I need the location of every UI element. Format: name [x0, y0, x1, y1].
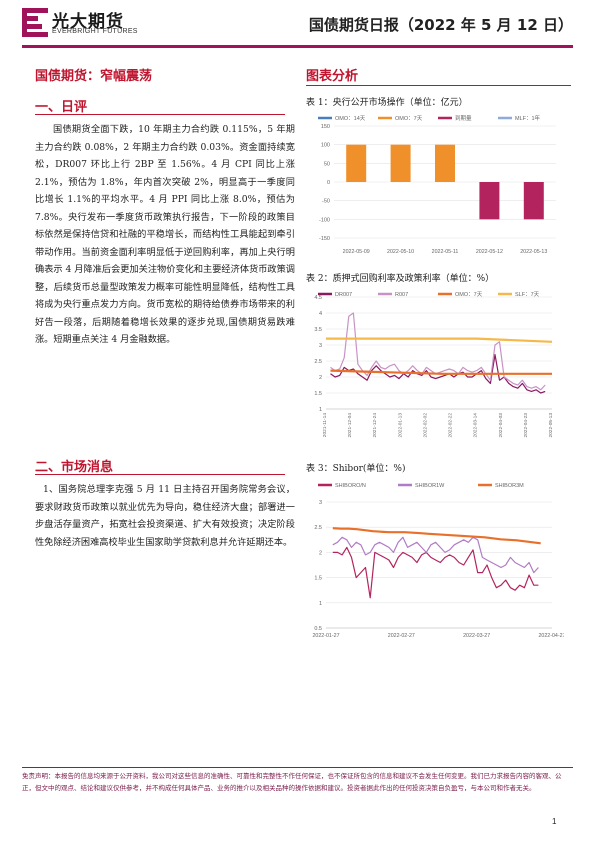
section-divider [35, 474, 285, 475]
series-line [326, 337, 553, 343]
section-divider [306, 85, 571, 86]
y-tick-label: 0.5 [314, 626, 322, 632]
page-number: 1 [552, 817, 557, 826]
y-tick-label: 100 [321, 143, 330, 149]
y-tick-label: 3 [319, 343, 322, 349]
series-line [330, 353, 546, 394]
x-tick-label: 2021-12-24 [372, 413, 378, 438]
x-tick-label: 2022-03-14 [473, 413, 479, 438]
legend-label: SLF：7天 [515, 291, 540, 298]
legend-label: OMO：7天 [455, 291, 483, 298]
legend-label: OMO：14天 [335, 115, 366, 122]
y-tick-label: -100 [319, 217, 330, 223]
legend-label: SHIBOR3M [495, 483, 524, 489]
x-tick-label: 2022-03-27 [463, 633, 490, 639]
legend-label: R007 [395, 292, 408, 298]
chart3-caption: 表 3：Shibor(单位：%) [306, 464, 406, 474]
chart2-caption: 表 2：质押式回购利率及政策利率（单位：%） [306, 274, 495, 284]
report-title: 国债期货日报（2022 年 5 月 12 日） [308, 16, 573, 34]
commentary-paragraph: 国债期货全面下跌，10 年期主力合约跌 0.115%，5 年期主力合约跌 0.0… [35, 124, 295, 345]
x-tick-label: 2022-04-23 [523, 413, 529, 438]
y-tick-label: 1 [319, 407, 322, 413]
y-tick-label: 150 [321, 124, 330, 130]
omo-bar-chart: 150 100 50 0 -50 -100 -150 OMO：14天 OMO：7天 到期量 MLF：… [318, 114, 556, 255]
news-paragraph: 1、国务院总理李克强 5 月 11 日主持召开国务院常务会议，要求财政货币政策以… [35, 484, 295, 548]
y-tick-label: 4 [319, 311, 322, 317]
x-tick-label: 2022-04-03 [498, 413, 504, 438]
y-tick-label: 0 [327, 180, 330, 186]
x-tick-label: 2022-05-13 [548, 413, 554, 438]
bar [523, 182, 544, 220]
x-tick-label: 2022-02-22 [448, 413, 454, 438]
legend-label: DR007 [335, 292, 352, 298]
bar [390, 144, 411, 182]
x-tick-label: 2022-01-27 [312, 633, 339, 639]
x-tick-label: 2022-01-13 [397, 413, 403, 438]
y-tick-label: 2.5 [314, 359, 322, 365]
legend-label: SHIBORO/N [335, 483, 366, 489]
series-line [332, 536, 539, 574]
x-tick-label: 2021-12-04 [347, 413, 353, 438]
section-title-commentary: 一、日评 [35, 100, 88, 115]
legend-label: MLF：1年 [515, 114, 541, 122]
y-tick-label: 2 [319, 375, 322, 381]
y-tick-label: 3 [319, 500, 322, 506]
series-line [332, 546, 539, 599]
repo-rate-chart: 4.5 4 3.5 3 2.5 2 1.5 1 DR007 R007 OMO：7天 SLF：7天 202… [314, 291, 554, 438]
chart1-caption: 表 1：央行公开市场操作（单位：亿元） [306, 98, 468, 108]
series-line [332, 527, 541, 545]
shibor-chart: 3 2.5 2 1.5 1 0.5 SHIBORO/N SHIBOR1W SHIBOR3M 202… [312, 483, 564, 639]
y-tick-label: 1.5 [314, 391, 322, 397]
y-tick-label: 1 [319, 601, 322, 607]
chart-section-title: 图表分析 [306, 69, 359, 84]
x-tick-label: 2022-05-11 [432, 249, 459, 255]
bar [479, 182, 500, 220]
y-tick-label: 50 [324, 161, 330, 167]
y-tick-label: 2.5 [314, 525, 322, 531]
section-divider [35, 114, 285, 115]
logo-subtext: EVERBRIGHT FUTURES [52, 28, 138, 35]
disclaimer-text: 免责声明：本报告的信息均来源于公开资料，我公司对这些信息的准确性、可靠性和完整性… [22, 772, 562, 792]
x-tick-label: 2022-02-02 [422, 413, 428, 438]
y-tick-label: 3.5 [314, 327, 322, 333]
x-tick-label: 2022-05-12 [476, 249, 503, 255]
x-tick-label: 2022-05-10 [387, 249, 414, 255]
section-title-news: 二、市场消息 [35, 460, 114, 475]
legend-label: OMO：7天 [395, 115, 423, 122]
legend-label: SHIBOR1W [415, 483, 445, 489]
header-divider [22, 45, 573, 48]
x-tick-label: 2022-02-27 [388, 633, 415, 639]
x-tick-label: 2022-05-13 [520, 249, 547, 255]
y-tick-label: 1.5 [314, 576, 322, 582]
y-tick-label: -50 [322, 199, 330, 205]
x-tick-label: 2022-04-27 [538, 633, 564, 639]
bar [346, 144, 367, 182]
x-tick-label: 2022-05-09 [343, 249, 370, 255]
bar [435, 144, 455, 182]
footer-divider [22, 767, 573, 768]
x-tick-label: 2021-11-14 [322, 413, 328, 438]
series-line [330, 369, 552, 375]
logo-mark-icon [22, 8, 48, 37]
article-title: 国债期货：窄幅震荡 [35, 69, 153, 84]
logo-text: 光大期货 [52, 12, 124, 32]
y-tick-label: 2 [319, 550, 322, 556]
legend-label: 到期量 [455, 115, 472, 122]
y-tick-label: 4.5 [314, 295, 322, 301]
y-tick-label: -150 [319, 236, 330, 242]
